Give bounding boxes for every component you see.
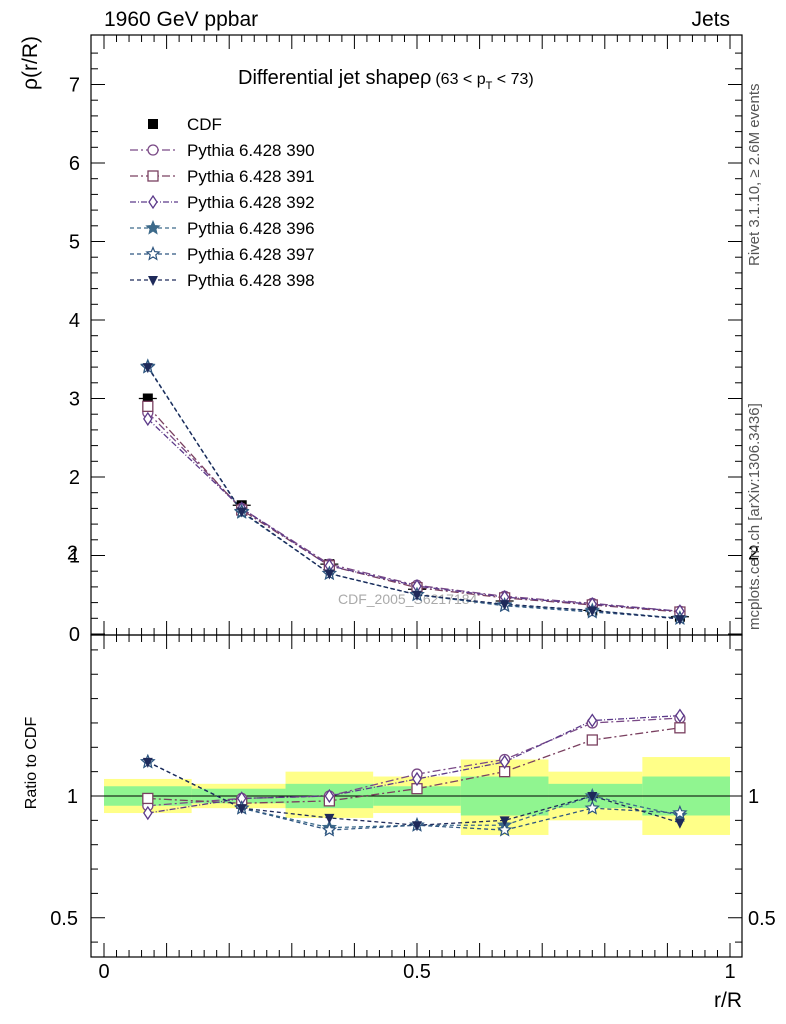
legend-label-5: Pythia 6.428 397 [187,245,315,264]
data-point-0-0 [142,393,153,404]
legend-label-3: Pythia 6.428 392 [187,193,315,212]
legend-label-4: Pythia 6.428 396 [187,219,315,238]
y-tick-label: 2 [69,467,80,489]
ratio-point-2-0 [143,805,153,821]
mcplots-label: mcplots.cern.ch [arXiv:1306.3436] [746,403,763,630]
data-point-6-2 [324,569,335,580]
ratio-point-1-5 [586,734,598,746]
legend-label-1: Pythia 6.428 390 [187,141,315,160]
series-line-4 [147,365,680,619]
y-axis-label: ρ(r/R) [19,36,42,90]
data-point-6-0 [142,363,153,374]
ratio-y-tick-label-right: 2 [748,543,759,565]
legend-marker-5 [145,245,161,261]
ratio-point-2-4 [499,754,510,770]
ratio-point-5-6 [674,818,685,829]
ratio-point-2-3 [412,771,422,787]
ratio-point-1-0 [142,792,154,805]
data-point-6-4 [499,600,510,611]
ratio-point-4-6 [672,804,688,820]
energy-label: 1960 GeV ppbar [104,8,259,31]
analysis-watermark: CDF_2005_S6217184 [338,591,478,607]
ratio-y-tick-label: 2 [67,543,78,565]
ratio-point-2-6 [675,708,685,723]
ratio-point-5-5 [587,792,598,802]
ratio-y-tick-label: 1 [67,786,78,808]
legend-marker-3 [148,194,158,210]
ratio-point-5-2 [324,813,335,824]
y-tick-label: 3 [69,389,80,411]
y-tick-label: 5 [69,232,80,254]
x-tick-label: 0.5 [403,961,431,983]
ratio-point-5-4 [499,816,510,827]
y-tick-label: 7 [69,75,80,97]
ratio-point-4-4 [497,822,513,837]
y-tick-label: 0 [69,624,80,646]
legend-marker-6 [148,276,158,286]
legend-label-6: Pythia 6.428 398 [187,271,315,290]
y-tick-label: 4 [69,310,80,332]
x-tick-label: 0 [98,961,109,983]
ratio-point-1-6 [674,722,686,734]
ratio-y-tick-label-right: 1 [748,786,759,808]
legend-label-2: Pythia 6.428 391 [187,167,315,186]
data-point-6-5 [587,606,598,617]
data-point-6-6 [674,615,685,626]
ratio-point-5-1 [236,804,247,815]
legend-marker-cdf [148,119,158,129]
series-line-5 [147,366,680,619]
ratio-y-tick-label: 0.5 [50,908,78,930]
x-tick-label: 1 [724,961,735,983]
y-tick-label: 6 [69,153,80,175]
ratio-point-5-3 [412,821,422,832]
data-point-6-1 [236,507,247,518]
chart-title: Differential jet shapeρ (63 < pT < 73) [238,67,534,92]
rivet-label: Rivet 3.1.10, ≥ 2.6M events [746,83,763,267]
legend-label-0: CDF [187,115,222,134]
ratio-point-2-5 [587,713,598,728]
ratio-point-4-5 [584,800,600,815]
data-point-2-0 [142,400,154,413]
legend-marker-2 [147,170,159,182]
process-label: Jets [691,8,730,31]
data-point-3-0 [143,411,153,427]
data-point-6-3 [412,590,422,601]
ratio-y-axis-label: Ratio to CDF [23,717,40,810]
ratio-point-4-2 [321,822,337,837]
ratio-point-2-2 [324,788,335,804]
legend-marker-4 [145,219,161,235]
legend-marker-1 [147,144,159,156]
ratio-point-5-0 [142,757,153,768]
ratio-y-tick-label-right: 0.5 [748,908,776,930]
x-axis-label: r/R [714,989,742,1012]
y-tick-label: 1 [69,546,80,568]
